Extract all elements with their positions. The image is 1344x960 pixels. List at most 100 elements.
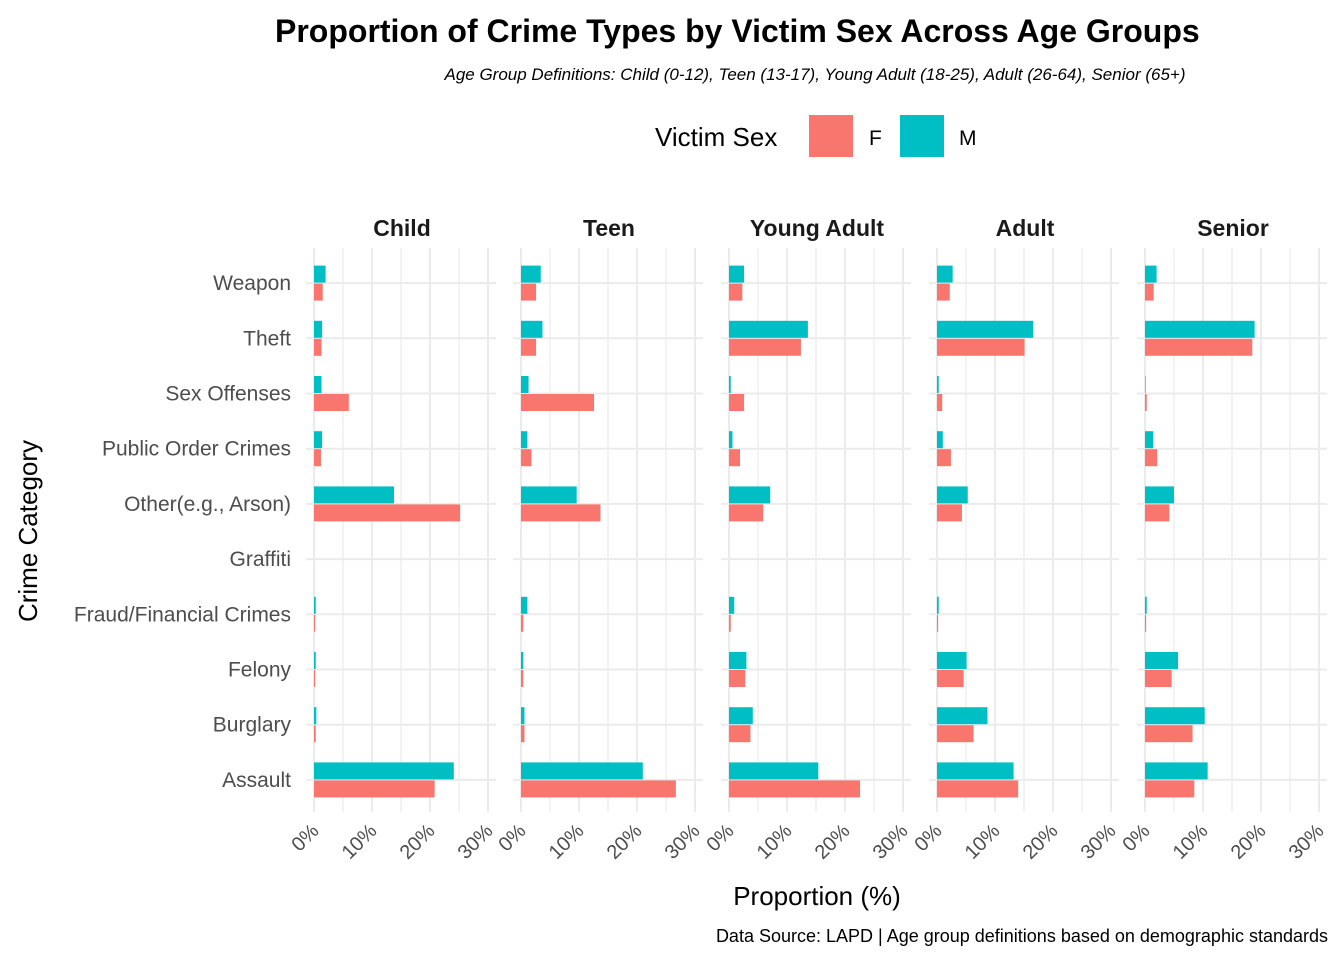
x-tick-label: 0% xyxy=(703,820,739,856)
chart-caption: Data Source: LAPD | Age group definition… xyxy=(716,926,1328,946)
x-tick-label: 0% xyxy=(288,820,324,856)
legend-title: Victim Sex xyxy=(655,122,777,152)
bar-senior-felony-f xyxy=(1145,670,1172,687)
x-tick-label: 20% xyxy=(1227,820,1271,864)
bar-senior-burglary-f xyxy=(1145,725,1193,743)
bar-adult-felony-m xyxy=(937,652,967,669)
bar-teen-felony-f xyxy=(521,670,524,687)
x-tick-label: 20% xyxy=(603,820,647,864)
category-label-theft: Theft xyxy=(243,327,291,350)
bar-child-assault-m xyxy=(314,762,454,780)
bar-adult-weapon-m xyxy=(937,265,953,283)
bar-child-other-e-g-arson-m xyxy=(314,486,395,504)
bar-young-adult-weapon-f xyxy=(729,283,743,301)
bar-young-adult-fraud-financial-crimes-m xyxy=(729,596,735,614)
x-tick-label: 10% xyxy=(753,820,797,864)
bar-adult-burglary-m xyxy=(937,707,988,725)
x-tick-label: 0% xyxy=(495,820,531,856)
facet-label-child: Child xyxy=(373,215,431,241)
bar-child-theft-m xyxy=(314,320,323,338)
bar-child-burglary-f xyxy=(314,725,316,743)
bar-teen-public-order-crimes-m xyxy=(521,431,528,449)
facet-senior: Senior 0% 10% 20% 30% xyxy=(1119,215,1329,864)
bar-young-adult-public-order-crimes-m xyxy=(729,431,733,449)
x-tick-label: 20% xyxy=(1019,820,1063,864)
x-tick-label: 0% xyxy=(1119,820,1155,856)
bar-teen-other-e-g-arson-m xyxy=(521,486,577,504)
bar-young-adult-other-e-g-arson-f xyxy=(729,504,764,522)
bar-teen-fraud-financial-crimes-f xyxy=(521,614,524,632)
facet-label-adult: Adult xyxy=(996,215,1055,241)
bar-young-adult-assault-m xyxy=(729,762,819,780)
bar-teen-other-e-g-arson-f xyxy=(521,504,601,522)
bar-teen-burglary-m xyxy=(521,707,525,725)
facet-label-senior: Senior xyxy=(1197,215,1269,241)
bar-child-fraud-financial-crimes-f xyxy=(314,614,316,632)
bar-senior-assault-f xyxy=(1145,780,1195,798)
bar-young-adult-sex-offenses-f xyxy=(729,394,745,411)
bar-adult-fraud-financial-crimes-f xyxy=(937,614,939,632)
bar-senior-weapon-f xyxy=(1145,283,1154,301)
bar-young-adult-sex-offenses-m xyxy=(729,376,731,393)
bar-senior-theft-m xyxy=(1145,320,1255,338)
x-axis-title: Proportion (%) xyxy=(733,881,901,911)
x-tick-label: 10% xyxy=(1169,820,1213,864)
x-tick-label: 30% xyxy=(869,820,913,864)
bar-young-adult-felony-f xyxy=(729,670,746,687)
bar-senior-theft-f xyxy=(1145,338,1253,356)
bar-teen-sex-offenses-m xyxy=(521,376,529,393)
bar-senior-weapon-m xyxy=(1145,265,1157,283)
bar-child-weapon-m xyxy=(314,265,326,283)
bar-teen-burglary-f xyxy=(521,725,525,743)
bar-child-public-order-crimes-f xyxy=(314,449,321,467)
bar-senior-assault-m xyxy=(1145,762,1208,780)
bar-teen-theft-m xyxy=(521,320,543,338)
facet-adult: Adult 0% 10% 20% 30% xyxy=(911,215,1121,864)
facet-label-young-adult: Young Adult xyxy=(750,215,884,241)
category-label-other-e-g-arson: Other(e.g., Arson) xyxy=(124,493,291,516)
bar-adult-public-order-crimes-f xyxy=(937,449,951,467)
bar-teen-felony-m xyxy=(521,652,524,669)
bar-senior-fraud-financial-crimes-m xyxy=(1145,596,1147,614)
bar-young-adult-assault-f xyxy=(729,780,861,798)
category-label-public-order-crimes: Public Order Crimes xyxy=(102,438,291,461)
chart-title: Proportion of Crime Types by Victim Sex … xyxy=(275,13,1200,49)
category-label-felony: Felony xyxy=(228,659,292,682)
x-tick-label: 10% xyxy=(961,820,1005,864)
bar-teen-public-order-crimes-f xyxy=(521,449,532,467)
bar-child-other-e-g-arson-f xyxy=(314,504,461,522)
bar-child-fraud-financial-crimes-m xyxy=(314,596,316,614)
legend-label-f: F xyxy=(869,127,882,150)
bar-senior-burglary-m xyxy=(1145,707,1205,725)
bar-senior-public-order-crimes-m xyxy=(1145,431,1154,449)
facet-young-adult: Young Adult 0% 10% 20% 30% xyxy=(703,215,913,864)
x-tick-label: 0% xyxy=(911,820,947,856)
bar-senior-sex-offenses-m xyxy=(1145,376,1146,393)
facet-label-teen: Teen xyxy=(583,215,635,241)
bar-child-felony-m xyxy=(314,652,316,669)
bar-young-adult-felony-m xyxy=(729,652,747,669)
category-label-graffiti: Graffiti xyxy=(230,548,291,571)
bar-senior-felony-m xyxy=(1145,652,1179,669)
x-tick-label: 20% xyxy=(811,820,855,864)
bar-young-adult-other-e-g-arson-m xyxy=(729,486,771,504)
x-tick-label: 10% xyxy=(338,820,382,864)
bar-young-adult-burglary-m xyxy=(729,707,753,725)
bar-adult-weapon-f xyxy=(937,283,950,301)
bar-teen-weapon-f xyxy=(521,283,537,301)
x-tick-label: 30% xyxy=(1077,820,1121,864)
y-axis-title: Crime Category xyxy=(13,440,43,622)
bar-senior-other-e-g-arson-f xyxy=(1145,504,1170,522)
legend-label-m: M xyxy=(959,127,977,150)
bar-teen-sex-offenses-f xyxy=(521,394,595,411)
bar-child-sex-offenses-m xyxy=(314,376,322,393)
bar-adult-other-e-g-arson-m xyxy=(937,486,968,504)
category-label-weapon: Weapon xyxy=(213,272,291,295)
legend: Victim Sex F M xyxy=(655,115,977,157)
bar-child-burglary-m xyxy=(314,707,317,725)
bar-adult-sex-offenses-f xyxy=(937,394,943,411)
bar-young-adult-theft-f xyxy=(729,338,801,356)
category-labels: Weapon Theft Sex Offenses Public Order Crim… xyxy=(74,272,292,792)
